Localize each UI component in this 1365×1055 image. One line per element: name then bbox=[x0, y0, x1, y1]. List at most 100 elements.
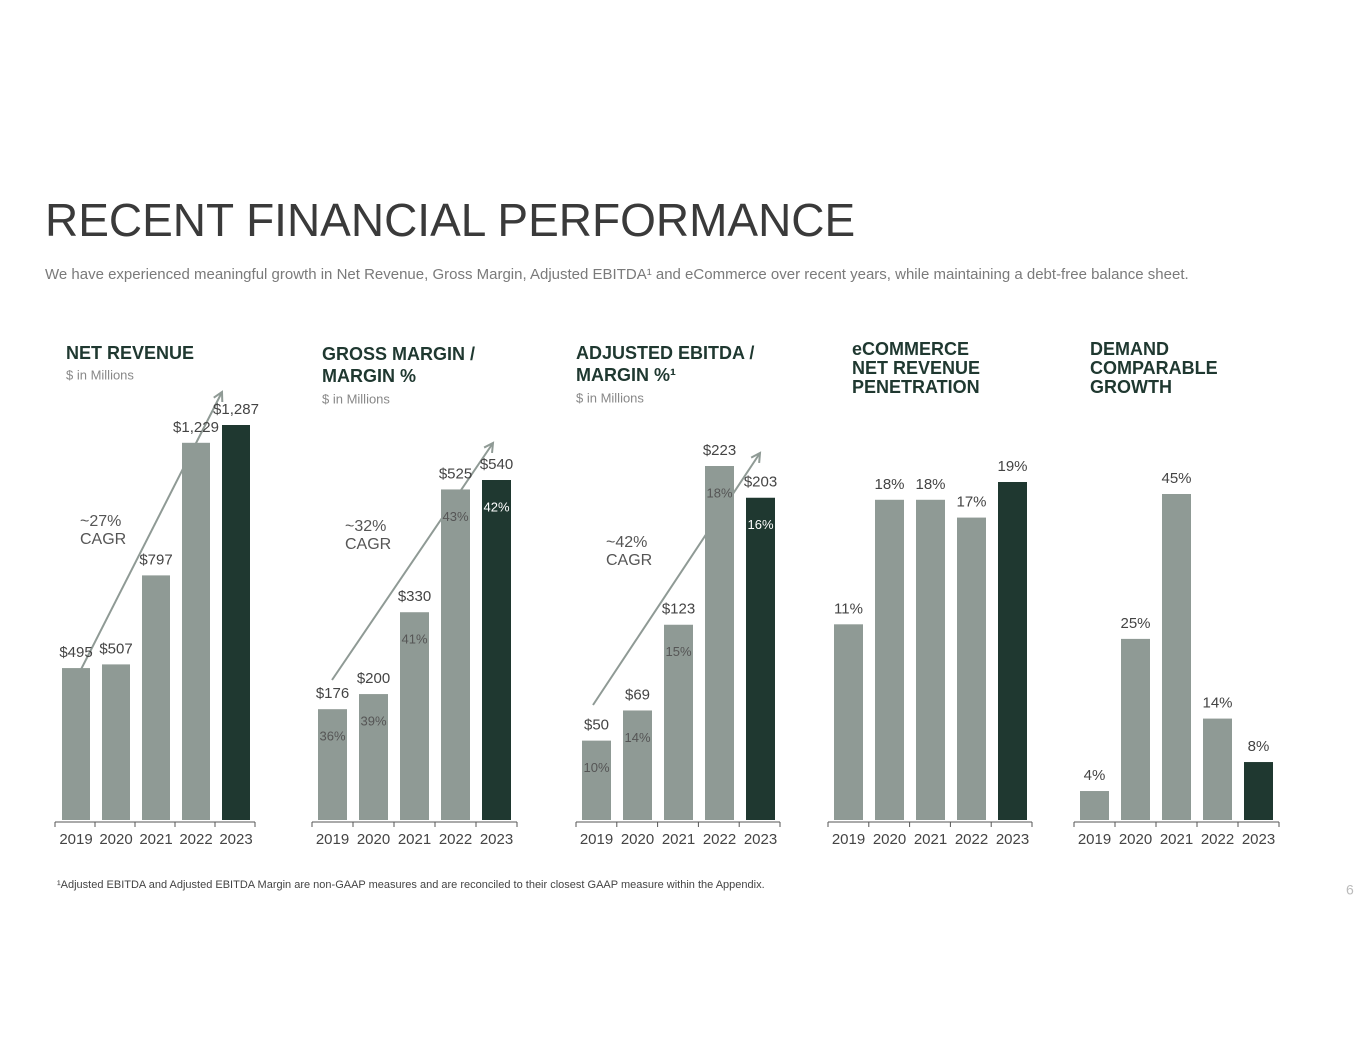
x-tick-label: 2021 bbox=[398, 831, 431, 848]
value-label: $330 bbox=[398, 588, 431, 605]
bar bbox=[62, 668, 90, 820]
chart-subtitle: $ in Millions bbox=[322, 391, 390, 406]
x-tick-label: 2019 bbox=[316, 831, 349, 848]
value-label: $200 bbox=[357, 670, 390, 687]
slide-subtitle: We have experienced meaningful growth in… bbox=[45, 266, 1189, 283]
value-label: 11% bbox=[834, 600, 863, 617]
x-tick-label: 2022 bbox=[955, 831, 988, 848]
x-tick-label: 2020 bbox=[357, 831, 390, 848]
margin-label: 41% bbox=[401, 632, 427, 647]
chart-title: GROSS MARGIN / MARGIN % bbox=[322, 344, 475, 386]
cagr-arrow-head bbox=[483, 441, 495, 454]
value-label: $1,287 bbox=[213, 401, 259, 418]
chart-title: DEMAND COMPARABLE GROWTH bbox=[1090, 339, 1218, 397]
x-tick-label: 2023 bbox=[744, 831, 777, 848]
bar bbox=[1121, 638, 1150, 820]
x-tick-label: 2019 bbox=[1078, 831, 1111, 848]
value-label: $69 bbox=[625, 686, 650, 703]
slide-title: RECENT FINANCIAL PERFORMANCE bbox=[45, 194, 855, 246]
cagr-annotation: ~42% CAGR bbox=[606, 534, 652, 569]
cagr-annotation: ~27% CAGR bbox=[80, 513, 126, 548]
bar bbox=[1080, 791, 1109, 820]
x-tick-label: 2021 bbox=[139, 831, 172, 848]
bar bbox=[875, 499, 904, 820]
value-label: $223 bbox=[703, 442, 736, 459]
bar bbox=[359, 694, 388, 820]
value-label: 17% bbox=[956, 494, 986, 511]
bar bbox=[222, 425, 250, 820]
value-label: $507 bbox=[99, 640, 132, 657]
bar bbox=[400, 612, 429, 820]
value-label: $495 bbox=[59, 644, 92, 661]
x-tick-label: 2023 bbox=[1242, 831, 1275, 848]
bar bbox=[142, 575, 170, 820]
cagr-arrow-head bbox=[750, 451, 762, 464]
margin-label: 14% bbox=[624, 730, 650, 745]
page-number: 6 bbox=[1346, 882, 1354, 898]
x-tick-label: 2022 bbox=[1201, 831, 1234, 848]
chart-title: ADJUSTED EBITDA / MARGIN %¹ bbox=[576, 343, 754, 385]
value-label: $1,229 bbox=[173, 419, 219, 436]
margin-label: 18% bbox=[706, 485, 732, 500]
bar bbox=[482, 480, 511, 820]
footnote: ¹Adjusted EBITDA and Adjusted EBITDA Mar… bbox=[57, 879, 765, 891]
margin-label: 36% bbox=[319, 729, 345, 744]
chart-subtitle: $ in Millions bbox=[576, 390, 644, 405]
bar bbox=[441, 489, 470, 820]
chart-title: NET REVENUE bbox=[66, 343, 194, 363]
bar bbox=[746, 497, 775, 820]
value-label: $176 bbox=[316, 685, 349, 702]
x-tick-label: 2023 bbox=[219, 831, 252, 848]
value-label: $50 bbox=[584, 717, 609, 734]
value-label: 18% bbox=[915, 476, 945, 493]
bar bbox=[623, 710, 652, 820]
x-tick-label: 2021 bbox=[1160, 831, 1193, 848]
value-label: $123 bbox=[662, 601, 695, 618]
x-tick-label: 2020 bbox=[873, 831, 906, 848]
x-tick-label: 2019 bbox=[580, 831, 613, 848]
value-label: $203 bbox=[744, 474, 777, 491]
x-tick-label: 2020 bbox=[621, 831, 654, 848]
x-tick-label: 2021 bbox=[914, 831, 947, 848]
value-label: 14% bbox=[1202, 695, 1232, 712]
cagr-arrow bbox=[67, 391, 223, 696]
x-tick-label: 2019 bbox=[59, 831, 92, 848]
bar bbox=[1244, 762, 1273, 820]
value-label: $540 bbox=[480, 456, 513, 473]
bar bbox=[664, 624, 693, 820]
bar bbox=[582, 740, 611, 820]
x-tick-label: 2020 bbox=[99, 831, 132, 848]
value-label: 8% bbox=[1248, 738, 1270, 755]
value-label: 19% bbox=[997, 458, 1027, 475]
cagr-arrow bbox=[331, 442, 494, 681]
cagr-arrow-head bbox=[213, 390, 224, 403]
x-tick-label: 2023 bbox=[480, 831, 513, 848]
margin-label: 43% bbox=[442, 509, 468, 524]
margin-label: 16% bbox=[747, 517, 773, 532]
x-tick-label: 2020 bbox=[1119, 831, 1152, 848]
bar bbox=[318, 709, 347, 820]
x-tick-label: 2022 bbox=[703, 831, 736, 848]
bar bbox=[998, 482, 1027, 820]
cagr-annotation: ~32% CAGR bbox=[345, 518, 391, 553]
bar bbox=[1162, 494, 1191, 820]
margin-label: 42% bbox=[483, 499, 509, 514]
value-label: 25% bbox=[1120, 615, 1150, 632]
x-tick-label: 2019 bbox=[832, 831, 865, 848]
value-label: $525 bbox=[439, 465, 472, 482]
value-label: $797 bbox=[139, 551, 172, 568]
value-label: 18% bbox=[874, 476, 904, 493]
bar bbox=[834, 624, 863, 820]
chart-title: eCOMMERCE NET REVENUE PENETRATION bbox=[852, 339, 980, 397]
margin-label: 15% bbox=[665, 644, 691, 659]
margin-label: 10% bbox=[583, 760, 609, 775]
bar bbox=[705, 466, 734, 820]
bar bbox=[957, 517, 986, 820]
bar bbox=[102, 664, 130, 820]
x-tick-label: 2023 bbox=[996, 831, 1029, 848]
x-tick-label: 2021 bbox=[662, 831, 695, 848]
chart-subtitle: $ in Millions bbox=[66, 367, 134, 382]
x-tick-label: 2022 bbox=[179, 831, 212, 848]
bar bbox=[182, 442, 210, 820]
